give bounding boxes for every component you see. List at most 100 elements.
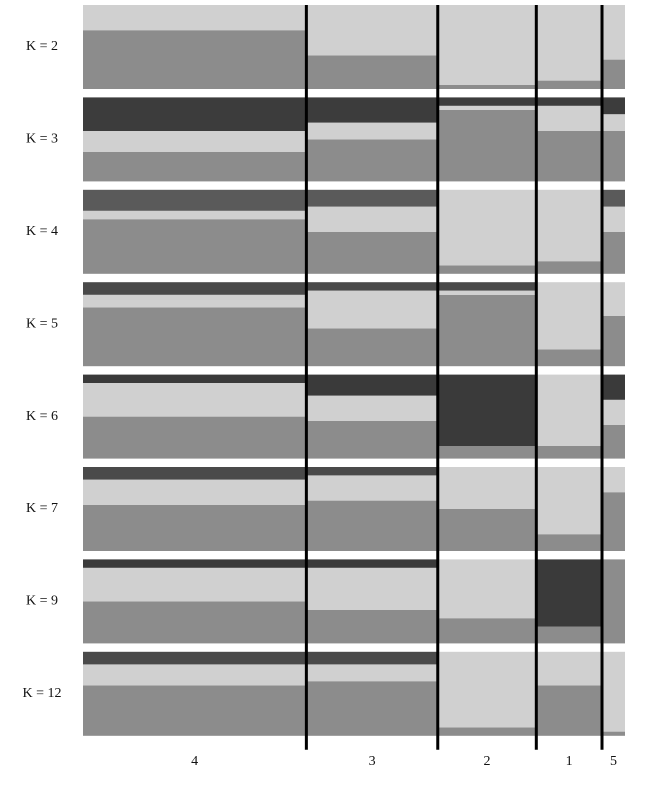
panel-label: K = 5 <box>26 316 58 331</box>
panel-label: K = 2 <box>26 39 58 54</box>
admixture-segment <box>306 231 438 274</box>
admixture-segment <box>306 5 438 56</box>
admixture-segment <box>306 681 438 736</box>
panel-label: K = 12 <box>22 686 61 701</box>
admixture-segment <box>83 219 307 274</box>
admixture-segment <box>437 5 537 85</box>
panel-label: K = 9 <box>26 594 58 609</box>
admixture-segment <box>602 399 625 425</box>
admixture-segment <box>602 425 625 459</box>
admixture-segment <box>306 139 438 182</box>
admixture-segment <box>83 601 307 644</box>
admixture-segment <box>437 105 537 110</box>
admixture-segment <box>306 97 438 123</box>
admixture-segment <box>602 282 625 316</box>
group-label: 4 <box>191 754 198 769</box>
admixture-segment <box>306 559 438 568</box>
admixture-segment <box>306 328 438 367</box>
admixture-segment <box>602 114 625 131</box>
admixture-segment <box>83 5 307 31</box>
admixture-segment <box>306 189 438 207</box>
admixture-segment <box>437 618 537 644</box>
admixture-segment <box>536 5 603 81</box>
admixture-segment <box>83 504 307 551</box>
admixture-segment <box>602 492 625 551</box>
admixture-segment <box>437 651 537 728</box>
admixture-segment <box>602 467 625 493</box>
admixture-segment <box>83 30 307 89</box>
admixture-segment <box>306 122 438 140</box>
admixture-segment <box>437 509 537 551</box>
admixture-segment <box>536 685 603 736</box>
admixture-segment <box>306 651 438 665</box>
admixture-segment <box>536 261 603 274</box>
admixture-segment <box>437 84 537 89</box>
group-label: 5 <box>610 754 617 769</box>
admixture-segment <box>536 559 603 627</box>
admixture-segment <box>83 307 307 367</box>
admixture-segment <box>536 626 603 644</box>
admixture-segment <box>437 110 537 182</box>
admixture-segment <box>536 189 603 262</box>
admixture-segment <box>83 479 307 505</box>
admixture-segment <box>437 294 537 367</box>
admixture-segment <box>536 97 603 106</box>
admixture-segment <box>602 374 625 400</box>
admixture-segment <box>536 282 603 350</box>
group-label: 3 <box>369 754 376 769</box>
admixture-segment <box>602 651 625 732</box>
admixture-segment <box>83 374 307 383</box>
admixture-segment <box>602 315 625 367</box>
admixture-segment <box>536 349 603 367</box>
admixture-segment <box>437 374 537 446</box>
admixture-segment <box>83 685 307 736</box>
admixture-segment <box>536 446 603 459</box>
admixture-segment <box>306 664 438 682</box>
admixture-segment <box>83 664 307 686</box>
admixture-segment <box>437 727 537 736</box>
admixture-segment <box>602 731 625 736</box>
admixture-segment <box>437 282 537 291</box>
admixture-segment <box>83 651 307 665</box>
panel-label: K = 6 <box>26 409 58 424</box>
admixture-segment <box>437 446 537 459</box>
admixture-segment <box>83 383 307 417</box>
admixture-segment <box>306 500 438 551</box>
admixture-segment <box>536 131 603 182</box>
admixture-segment <box>83 416 307 459</box>
admixture-segment <box>306 609 438 644</box>
admixture-segment <box>306 206 438 232</box>
admixture-segment <box>437 265 537 274</box>
admixture-segment <box>536 467 603 535</box>
admixture-segment <box>83 294 307 308</box>
admixture-segment <box>83 131 307 152</box>
group-label: 2 <box>484 754 491 769</box>
panel-label: K = 7 <box>26 501 58 516</box>
admixture-segment <box>437 290 537 295</box>
admixture-segment <box>306 395 438 421</box>
admixture-segment <box>306 290 438 329</box>
admixture-segment <box>602 131 625 182</box>
admixture-segment <box>83 567 307 602</box>
admixture-segment <box>306 55 438 89</box>
admixture-segment <box>536 80 603 89</box>
admixture-segment <box>83 282 307 295</box>
admixture-segment <box>306 467 438 476</box>
admixture-segment <box>437 97 537 106</box>
admixture-segment <box>536 651 603 686</box>
admixture-segment <box>83 210 307 220</box>
admixture-segment <box>306 374 438 396</box>
admixture-segment <box>602 5 625 60</box>
admixture-segment <box>536 105 603 131</box>
admixture-segment <box>602 206 625 232</box>
admixture-segment <box>536 374 603 446</box>
admixture-segment <box>83 189 307 211</box>
admixture-segment <box>83 467 307 480</box>
admixture-segment <box>602 189 625 207</box>
admixture-segment <box>437 467 537 509</box>
panel-label: K = 3 <box>26 132 58 147</box>
admixture-segment <box>602 231 625 274</box>
admixture-segment <box>437 559 537 619</box>
group-label: 1 <box>566 754 573 769</box>
